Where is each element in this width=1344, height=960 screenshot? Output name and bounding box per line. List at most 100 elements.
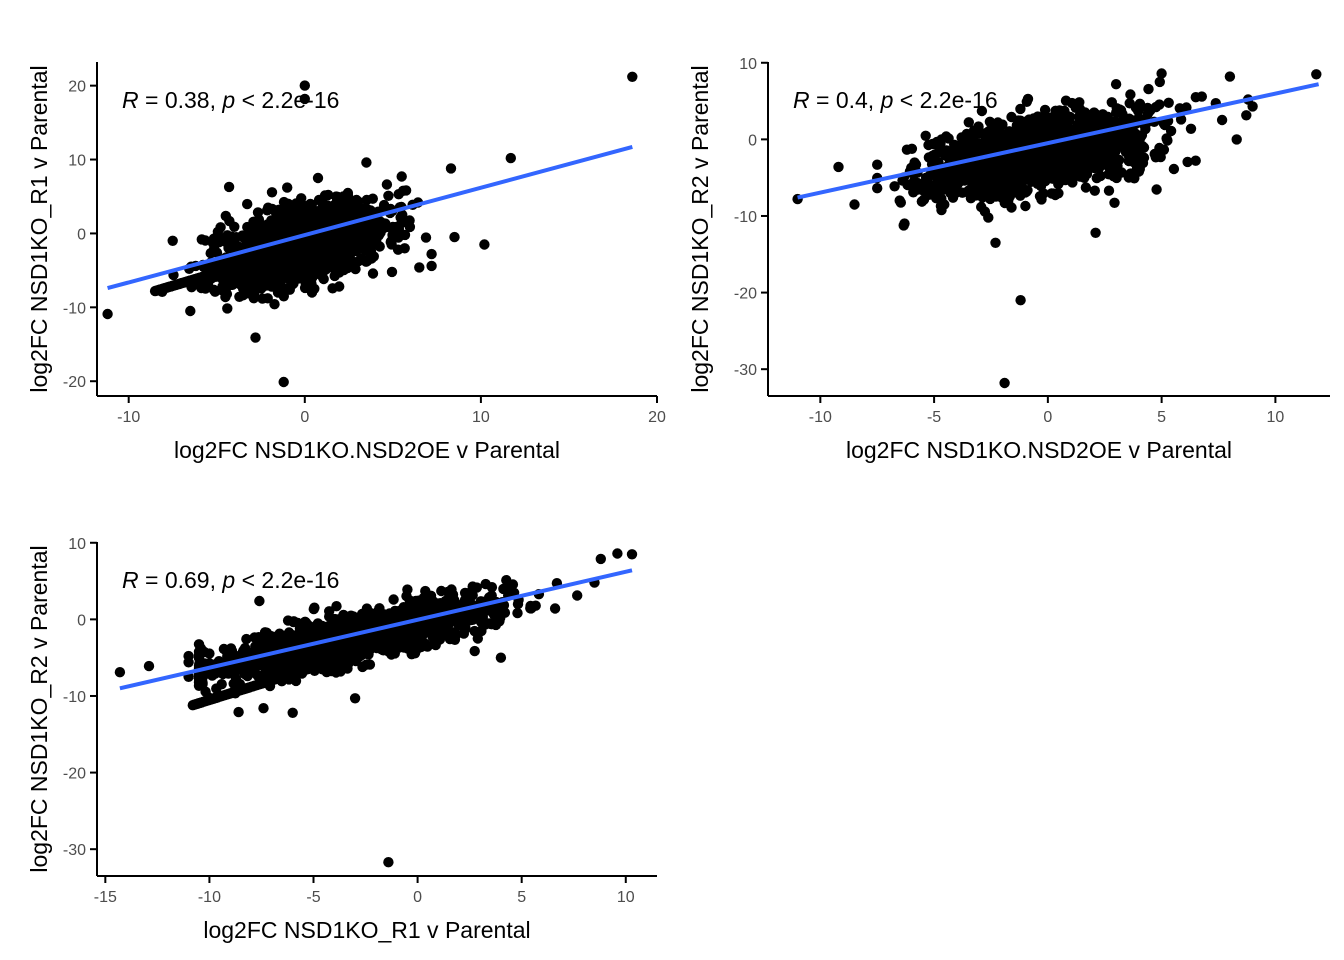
data-point xyxy=(1154,99,1165,110)
data-point xyxy=(332,259,343,271)
data-point xyxy=(383,190,394,201)
data-point xyxy=(442,586,453,598)
data-point xyxy=(1100,134,1111,145)
data-point xyxy=(1154,76,1166,88)
data-point xyxy=(231,232,242,243)
outlier-point xyxy=(1015,295,1026,306)
data-point xyxy=(1052,126,1063,137)
data-point xyxy=(1158,118,1169,129)
data-point xyxy=(400,185,412,196)
regression-line xyxy=(119,568,633,691)
data-point xyxy=(336,612,348,624)
data-point xyxy=(1049,156,1061,167)
data-point xyxy=(451,599,462,610)
data-point xyxy=(889,181,900,192)
data-point xyxy=(1145,105,1156,116)
data-point xyxy=(976,201,987,213)
data-point xyxy=(943,177,955,189)
data-point xyxy=(196,282,207,294)
data-point xyxy=(397,209,408,220)
x-tick-label: 20 xyxy=(648,409,666,426)
data-point xyxy=(985,192,996,204)
data-point xyxy=(1182,156,1193,168)
x-tick-label: 0 xyxy=(300,409,309,426)
data-point xyxy=(368,238,379,250)
data-point xyxy=(215,222,226,233)
data-point xyxy=(927,180,938,191)
data-point xyxy=(1098,117,1109,128)
data-point xyxy=(1009,135,1020,147)
data-point xyxy=(549,603,561,614)
y-axis-title: log2FC NSD1KO_R2 v Parental xyxy=(687,65,713,392)
data-point xyxy=(254,262,265,273)
data-point xyxy=(1082,152,1094,163)
data-point xyxy=(280,200,291,211)
data-point xyxy=(469,625,480,637)
data-point xyxy=(237,661,248,672)
data-point xyxy=(211,683,222,694)
y-tick-label: -20 xyxy=(734,286,757,303)
data-point xyxy=(396,217,407,229)
data-point xyxy=(1106,97,1118,108)
outlier-point xyxy=(299,80,310,91)
data-point xyxy=(368,251,379,262)
data-point xyxy=(1053,179,1064,190)
data-point xyxy=(1150,152,1162,163)
data-point xyxy=(249,645,260,656)
data-point xyxy=(990,140,1001,151)
data-point xyxy=(1078,163,1089,174)
data-point xyxy=(282,629,294,640)
data-point xyxy=(438,618,449,630)
outlier-point xyxy=(223,181,235,193)
data-point xyxy=(1050,105,1061,117)
annotation-p-symbol: p xyxy=(221,87,235,113)
data-point xyxy=(1168,163,1180,175)
data-point xyxy=(1165,125,1177,137)
data-point xyxy=(1125,147,1136,158)
data-point xyxy=(1015,103,1026,115)
data-point xyxy=(960,171,971,182)
data-point xyxy=(1045,165,1056,176)
data-point xyxy=(1123,155,1135,167)
data-point xyxy=(353,238,365,249)
x-tick-label: -10 xyxy=(198,889,221,906)
data-point xyxy=(329,655,340,666)
data-point xyxy=(345,648,356,659)
data-point xyxy=(486,582,498,593)
regression-line xyxy=(107,145,633,291)
data-point xyxy=(1119,133,1130,144)
annotation-r-value: = 0.4, xyxy=(810,87,881,113)
outlier-point xyxy=(157,286,168,297)
outlier-point xyxy=(375,227,386,238)
outlier-point xyxy=(1110,79,1122,90)
data-point xyxy=(983,165,994,177)
data-point xyxy=(317,626,329,637)
annotation-p-value: < 2.2e-16 xyxy=(893,87,997,113)
data-point xyxy=(321,646,332,657)
outlier-point xyxy=(250,332,261,343)
data-point xyxy=(1068,138,1080,150)
outlier-point xyxy=(414,262,425,273)
data-point xyxy=(325,251,336,263)
outlier-point xyxy=(612,548,623,559)
outlier-point xyxy=(990,237,1001,248)
data-point xyxy=(350,263,361,275)
data-point xyxy=(1039,111,1051,122)
data-point xyxy=(308,267,320,278)
data-point xyxy=(1116,167,1127,178)
data-point xyxy=(237,290,249,301)
y-tick-label: -10 xyxy=(63,300,86,317)
data-point xyxy=(1036,194,1047,205)
outlier-point xyxy=(1090,227,1101,238)
data-point xyxy=(1089,160,1100,171)
points-layer xyxy=(114,548,638,868)
data-point xyxy=(945,147,957,158)
data-point xyxy=(908,176,920,187)
outlier-point xyxy=(849,199,860,210)
x-tick-label: -5 xyxy=(306,889,320,906)
data-point xyxy=(897,175,908,186)
data-point xyxy=(361,659,372,670)
data-point xyxy=(1049,142,1061,154)
outlier-point xyxy=(287,707,298,718)
